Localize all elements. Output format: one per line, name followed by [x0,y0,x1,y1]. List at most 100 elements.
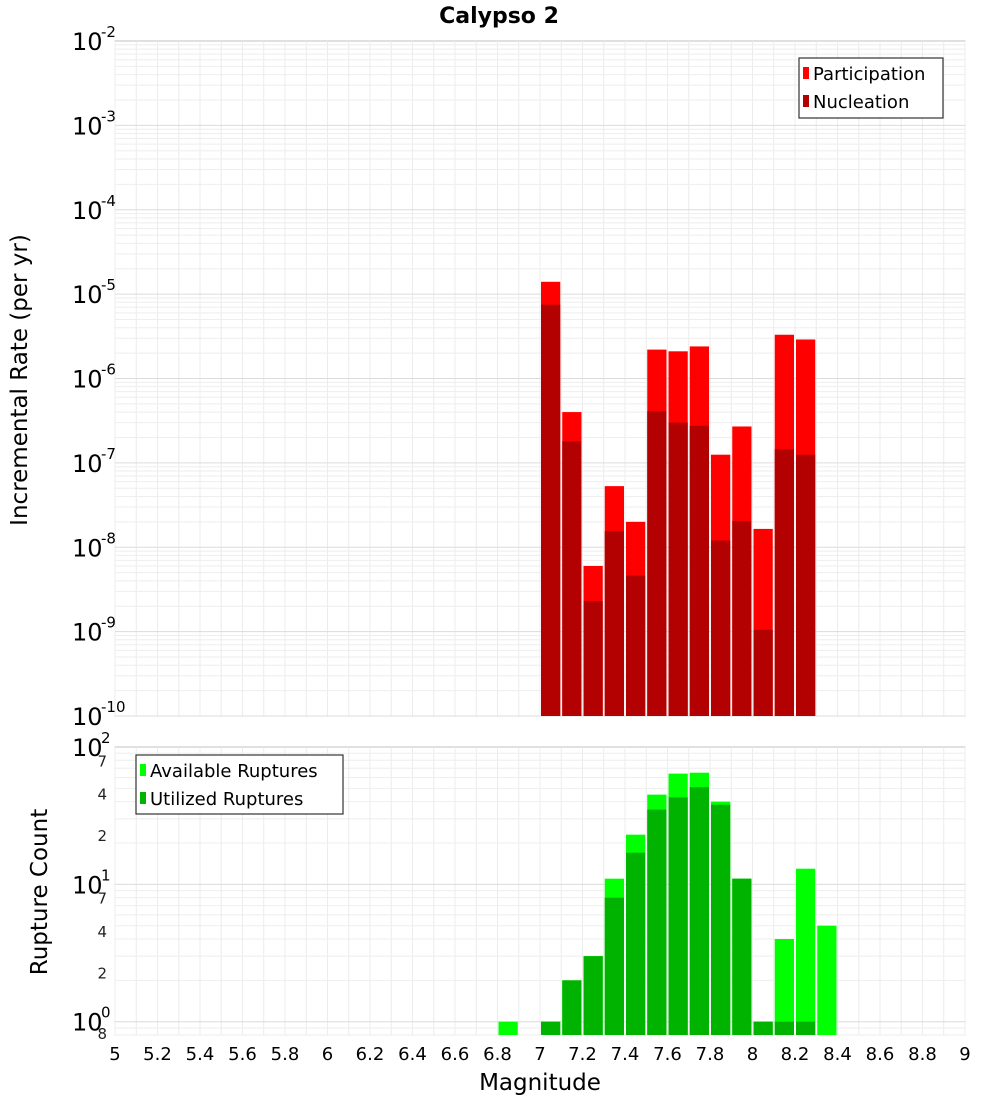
bottom-bar-b [774,1021,794,1035]
y-tick-label: 10 [72,534,103,562]
top-y-axis-label: Incremental Rate (per yr) [7,234,33,526]
y-tick-exponent: -3 [101,107,116,125]
bottom-bar-a [498,1021,518,1035]
y-tick-label: 10 [72,197,103,225]
bottom-bar-a [774,939,794,1035]
x-tick-label: 8.2 [781,1044,810,1065]
top-bar-b [753,629,773,716]
y-tick-exponent: -8 [101,529,116,547]
bottom-bar-b [668,797,688,1035]
x-tick-label: 5.6 [228,1044,257,1065]
x-tick-label: 6.8 [483,1044,512,1065]
bottom-bar-b [626,852,646,1035]
x-axis-label: Magnitude [479,1070,601,1096]
top-grid [114,41,966,717]
x-tick-label: 5.4 [186,1044,215,1065]
top-legend: Participation Nucleation [798,57,944,119]
top-bar-b [732,520,752,716]
y-minor-tick-label: 7 [97,752,107,770]
top-legend-box [798,57,944,119]
top-bar-b [647,411,667,716]
y-tick-exponent: -6 [101,361,116,379]
x-tick-label: 5.8 [271,1044,300,1065]
y-tick-label: 10 [72,112,103,140]
top-bar-b [604,531,624,716]
y-minor-tick-label: 2 [97,964,107,982]
y-minor-tick-label: 8 [97,1025,107,1043]
bottom-bar-b [604,897,624,1035]
bottom-bar-b [647,809,667,1035]
bottom-bars [498,772,837,1035]
top-bar-b [583,601,603,716]
bottom-bar-a [796,868,816,1035]
top-bar-b [562,441,582,716]
bottom-bar-b [583,956,603,1035]
y-tick-exponent: -5 [101,276,116,294]
bottom-bar-b [562,980,582,1035]
y-tick-label: 10 [72,366,103,394]
x-tick-label: 6 [322,1044,333,1065]
x-tick-label: 8 [747,1044,758,1065]
nucleation-legend-label: Nucleation [813,92,909,113]
nucleation-legend-swatch [803,95,809,107]
top-bar-b [689,425,709,716]
x-tick-label: 6.2 [356,1044,385,1065]
x-tick-label: 7.6 [653,1044,682,1065]
bottom-legend-box [135,754,344,815]
y-tick-label: 10 [72,28,103,56]
bottom-bar-b [711,804,731,1035]
x-tick-label: 5 [109,1044,120,1065]
y-tick-label: 10 [72,281,103,309]
top-bar-b [541,304,561,716]
x-tick-label: 7 [534,1044,545,1065]
x-tick-labels: 5 5.2 5.4 5.6 5.8 6 6.2 6.4 6.6 6.8 7 7.2 7.4 7.6 7.8 8… [109,1044,970,1065]
y-tick-exponent: 1 [101,866,111,884]
x-tick-label: 8.4 [823,1044,852,1065]
participation-legend-swatch [803,67,809,79]
top-bar-b [711,540,731,716]
bottom-bar-a [817,925,837,1035]
y-minor-tick-label: 4 [97,923,107,941]
x-tick-label: 7.2 [568,1044,597,1065]
y-tick-label: 10 [72,734,103,762]
y-tick-label: 10 [72,619,103,647]
x-tick-label: 8.6 [866,1044,895,1065]
chart-title: Calypso 2 [439,4,559,29]
y-tick-exponent: -10 [101,698,126,716]
y-tick-label: 10 [72,871,103,899]
y-minor-tick-label: 2 [97,827,107,845]
y-tick-exponent: 0 [101,1004,111,1022]
y-tick-exponent: 2 [101,729,111,747]
x-tick-label: 5.2 [143,1044,172,1065]
x-tick-label: 7.8 [696,1044,725,1065]
y-tick-exponent: -7 [101,445,116,463]
bottom-bar-b [753,1021,773,1035]
x-tick-label: 8.8 [908,1044,937,1065]
bottom-bar-b [689,787,709,1035]
y-minor-tick-label: 7 [97,890,107,908]
x-tick-label: 9 [959,1044,970,1065]
y-tick-label: 10 [72,703,103,731]
bottom-bar-b [796,1021,816,1035]
y-tick-exponent: -9 [101,614,116,632]
x-tick-label: 7.4 [611,1044,640,1065]
top-bar-b [626,575,646,716]
participation-legend-label: Participation [813,64,925,85]
top-bar-b [668,422,688,716]
y-minor-tick-label: 4 [97,786,107,804]
top-bar-b [774,449,794,716]
bottom-bar-b [732,878,752,1035]
utilized-ruptures-legend-label: Utilized Ruptures [150,789,303,810]
x-tick-label: 6.6 [441,1044,470,1065]
y-tick-exponent: -4 [101,192,116,210]
top-bar-b [796,454,816,716]
available-ruptures-legend-swatch [140,764,146,776]
utilized-ruptures-legend-swatch [140,792,146,804]
y-tick-label: 10 [72,1009,103,1037]
available-ruptures-legend-label: Available Ruptures [150,761,318,782]
